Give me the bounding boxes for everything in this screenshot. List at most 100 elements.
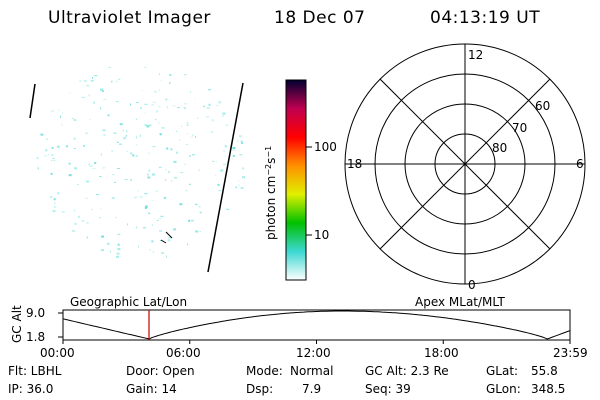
x-tick-label-00-00: 00:00: [40, 346, 75, 360]
image-speckle: [172, 105, 176, 107]
image-speckle: [208, 89, 211, 91]
image-speckle: [186, 124, 189, 126]
image-speckle: [240, 187, 244, 189]
image-speckle: [90, 80, 94, 82]
image-speckle: [216, 104, 219, 106]
image-speckle: [102, 129, 106, 131]
image-speckle: [154, 90, 157, 93]
image-speckle: [241, 142, 244, 145]
polar-diagonal-b: [379, 78, 551, 250]
image-speckle: [117, 248, 121, 251]
timeline-frame: [62, 309, 571, 341]
image-speckle: [174, 177, 178, 179]
info-gc-alt: GC Alt: 2.3 Re: [365, 364, 449, 378]
image-speckle: [126, 150, 129, 152]
image-speckle: [223, 150, 226, 152]
image-speckle: [122, 129, 124, 132]
image-speckle: [53, 198, 56, 201]
image-speckle: [52, 158, 56, 159]
image-speckle: [221, 115, 224, 117]
image-speckle: [82, 220, 84, 222]
image-speckle: [134, 196, 138, 198]
image-speckle: [77, 183, 79, 185]
image-speckle: [68, 174, 72, 177]
image-speckle: [36, 157, 39, 160]
image-speckle: [73, 148, 76, 149]
image-speckle: [186, 121, 188, 124]
earth-limb-right: [207, 82, 244, 273]
image-speckle: [171, 180, 173, 182]
timeline-x-ticks: [62, 340, 571, 344]
image-speckle: [61, 211, 65, 213]
image-speckle: [166, 147, 169, 150]
image-speckle: [101, 249, 104, 252]
image-speckle: [199, 231, 201, 233]
image-speckle: [168, 237, 172, 239]
observation-date: 18 Dec 07: [274, 8, 366, 28]
image-speckle: [144, 124, 148, 126]
image-speckle: [140, 107, 143, 110]
image-speckle: [79, 80, 82, 82]
image-speckle: [181, 125, 182, 127]
image-speckle: [73, 137, 76, 140]
info-dsp-label: Dsp:: [246, 382, 274, 396]
image-speckle: [187, 243, 189, 246]
image-speckle: [88, 94, 90, 97]
image-speckle: [47, 154, 50, 156]
image-speckle: [132, 154, 135, 157]
image-speckle: [239, 154, 243, 156]
image-speckle: [166, 106, 168, 109]
image-speckle: [210, 131, 213, 133]
image-speckle: [124, 179, 128, 180]
image-speckle: [89, 119, 91, 120]
image-speckle: [115, 101, 119, 103]
image-speckle: [224, 145, 227, 148]
image-speckle: [144, 112, 146, 114]
image-speckle: [165, 98, 168, 101]
info-gain: Gain: 14: [126, 382, 177, 396]
image-speckle: [151, 224, 153, 226]
x-tick-label-12-00: 12:00: [296, 346, 331, 360]
image-speckle: [112, 174, 115, 176]
image-speckle: [103, 98, 107, 100]
image-speckle: [139, 134, 141, 137]
image-speckle: [198, 169, 200, 172]
image-speckle: [86, 236, 88, 239]
colorbar-tick-label-10: 10: [314, 228, 329, 242]
image-speckle: [189, 183, 191, 185]
image-speckle: [78, 215, 80, 218]
image-speckle: [144, 66, 147, 68]
image-speckle: [50, 172, 53, 175]
image-speckle: [218, 101, 222, 104]
image-speckle: [127, 223, 128, 226]
image-speckle: [117, 243, 120, 246]
image-speckle: [136, 144, 138, 146]
image-speckle: [166, 255, 167, 258]
image-speckle: [197, 117, 199, 119]
image-speckle: [114, 181, 116, 183]
image-speckle: [99, 217, 102, 219]
image-speckle: [199, 211, 202, 214]
image-speckle: [61, 123, 63, 126]
image-speckle: [173, 160, 177, 163]
image-speckle: [54, 205, 56, 208]
image-speckle: [86, 222, 89, 224]
image-speckle: [144, 103, 148, 105]
image-speckle: [85, 132, 88, 134]
image-speckle: [101, 235, 105, 238]
image-speckle: [168, 171, 170, 173]
image-speckle: [206, 116, 210, 118]
image-speckle: [139, 196, 143, 198]
image-speckle: [113, 132, 117, 134]
image-speckle: [223, 163, 227, 165]
image-speckle: [119, 123, 123, 126]
image-speckle: [232, 149, 236, 151]
image-speckle: [43, 155, 47, 157]
image-speckle: [231, 158, 233, 160]
image-speckle: [232, 147, 236, 149]
image-speckle: [179, 203, 183, 206]
image-speckle: [158, 106, 161, 108]
image-speckle: [238, 180, 240, 182]
image-speckle: [111, 197, 115, 199]
